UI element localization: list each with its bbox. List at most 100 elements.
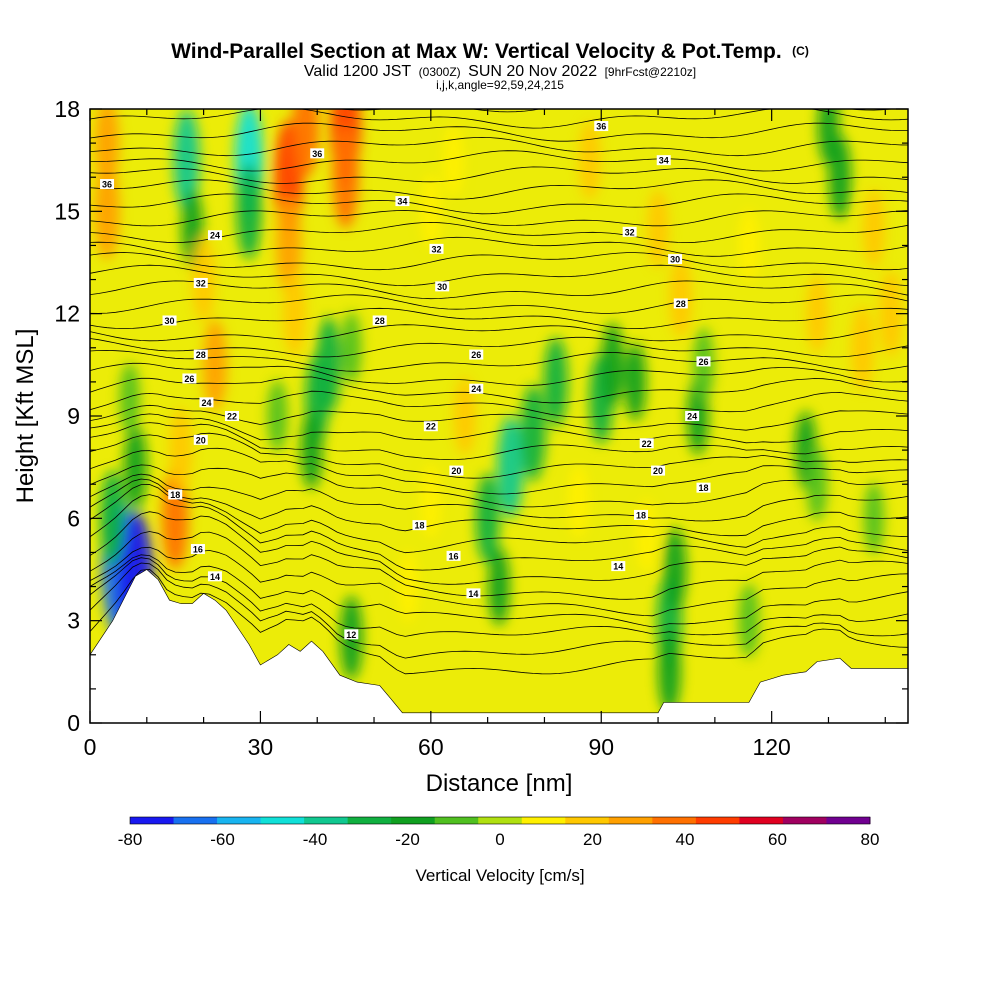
theta-contour-line <box>90 568 908 675</box>
contour-label-text: 28 <box>375 316 385 326</box>
contour-label-bg <box>182 373 197 384</box>
contour-label-bg <box>207 230 222 241</box>
colorbar-swatch <box>826 817 871 824</box>
contour-label-text: 14 <box>210 572 220 582</box>
theta-contour-label: 12 <box>344 629 359 640</box>
colorbar-tick-label: -40 <box>303 830 328 849</box>
contour-label-text: 26 <box>184 374 194 384</box>
velocity-cell <box>397 550 419 623</box>
contour-label-bg <box>634 509 649 520</box>
theta-contour-line <box>90 546 908 617</box>
theta-contour-label: 14 <box>611 561 626 572</box>
contour-label-text: 24 <box>210 231 220 241</box>
velocity-cell <box>806 274 828 353</box>
contour-label-bg <box>449 465 464 476</box>
contour-label-text: 28 <box>196 350 206 360</box>
contour-label-text: 28 <box>676 299 686 309</box>
theta-contour-label: 18 <box>412 520 427 531</box>
contour-label-bg <box>372 315 387 326</box>
theta-contour-label: 22 <box>225 411 240 422</box>
colorbar-swatch <box>608 817 653 824</box>
theta-contour-line <box>90 307 908 330</box>
theta-contours <box>90 109 908 675</box>
theta-contour-line <box>90 494 908 571</box>
contour-label-bg <box>168 489 183 500</box>
theta-contour-line <box>90 179 908 200</box>
y-axis-label: Height [Kft MSL] <box>12 329 39 504</box>
theta-contour-label: 18 <box>696 482 711 493</box>
colorbar-swatch <box>695 817 740 824</box>
colorbar-tick-label: -80 <box>118 830 143 849</box>
velocity-cell <box>520 385 546 482</box>
contour-label-bg <box>193 434 208 445</box>
velocity-cell <box>658 629 681 714</box>
chart-title: Wind-Parallel Section at Max W: Vertical… <box>171 40 809 63</box>
velocity-cell <box>624 342 647 421</box>
theta-contour-line <box>90 166 908 184</box>
velocity-cell <box>202 319 227 410</box>
colorbar-swatch <box>304 817 349 824</box>
contour-label-bg <box>622 226 637 237</box>
theta-contour-line <box>90 557 908 637</box>
velocity-cell <box>543 336 568 427</box>
y-tick-label: 12 <box>54 301 80 327</box>
theta-contour-line <box>90 280 908 300</box>
chart-indices: i,j,k,angle=92,59,24,215 <box>436 78 564 92</box>
contour-label-bg <box>685 411 700 421</box>
theta-contour-label: 16 <box>446 550 461 561</box>
colorbar-tick-label: 80 <box>861 830 880 849</box>
colorbar-swatch <box>652 817 697 824</box>
theta-contour-label: 20 <box>449 465 464 476</box>
theta-contour-line <box>90 562 908 659</box>
contour-label-bg <box>344 629 359 640</box>
theta-contour-label: 36 <box>100 179 115 190</box>
velocity-cell <box>443 124 464 197</box>
terrain <box>90 569 908 723</box>
velocity-cell <box>579 121 601 200</box>
contour-label-text: 32 <box>432 244 442 254</box>
theta-contour-label: 32 <box>429 243 444 254</box>
y-tick-label: 3 <box>67 608 80 634</box>
theta-contour-label: 20 <box>651 465 666 476</box>
velocity-cell <box>420 174 442 249</box>
velocity-cell <box>738 583 760 658</box>
contour-label-text: 22 <box>426 422 436 432</box>
velocity-cell <box>100 470 126 567</box>
theta-contour-line <box>90 336 908 358</box>
contour-label-bg <box>100 179 115 190</box>
contour-label-bg <box>639 438 654 449</box>
contour-label-text: 20 <box>451 466 461 476</box>
velocity-cell <box>863 189 885 268</box>
colorbar-swatch <box>347 817 392 824</box>
velocity-cell <box>124 425 147 510</box>
contour-label-text: 24 <box>687 412 697 422</box>
theta-contour-line <box>90 464 908 508</box>
x-axis: 0 30 60 90 120 <box>84 109 886 760</box>
colorbar-tick-label: 60 <box>768 830 787 849</box>
theta-contour-label: 30 <box>162 315 177 326</box>
theta-contour-line <box>90 376 908 404</box>
contour-label-text: 34 <box>397 197 407 207</box>
velocity-cell <box>454 377 476 455</box>
contour-label-text: 12 <box>346 630 356 640</box>
contour-label-text: 22 <box>642 439 652 449</box>
x-axis-label: Distance [nm] <box>426 770 573 797</box>
theta-contour-line <box>90 447 908 495</box>
theta-contour-label: 26 <box>696 356 711 367</box>
contour-label-bg <box>199 397 214 408</box>
contour-label-text: 18 <box>414 521 424 531</box>
contour-label-text: 26 <box>698 357 708 367</box>
contour-label-text: 32 <box>196 278 206 288</box>
colorbar-swatch <box>478 817 523 824</box>
theta-contour-labels: 36 36 36 34 34 24 32 32 32 30 30 30 28 28 28 26 26 26 24 24… <box>100 121 711 640</box>
contour-label-bg <box>611 561 626 572</box>
velocity-cell <box>267 380 288 452</box>
theta-contour-line <box>90 484 908 554</box>
colorbar-swatch <box>173 817 218 824</box>
contour-label-text: 18 <box>636 510 646 520</box>
contour-label-text: 24 <box>471 384 481 394</box>
theta-contour-line <box>90 210 908 227</box>
velocity-cell <box>647 189 669 268</box>
contour-label-bg <box>469 349 484 360</box>
